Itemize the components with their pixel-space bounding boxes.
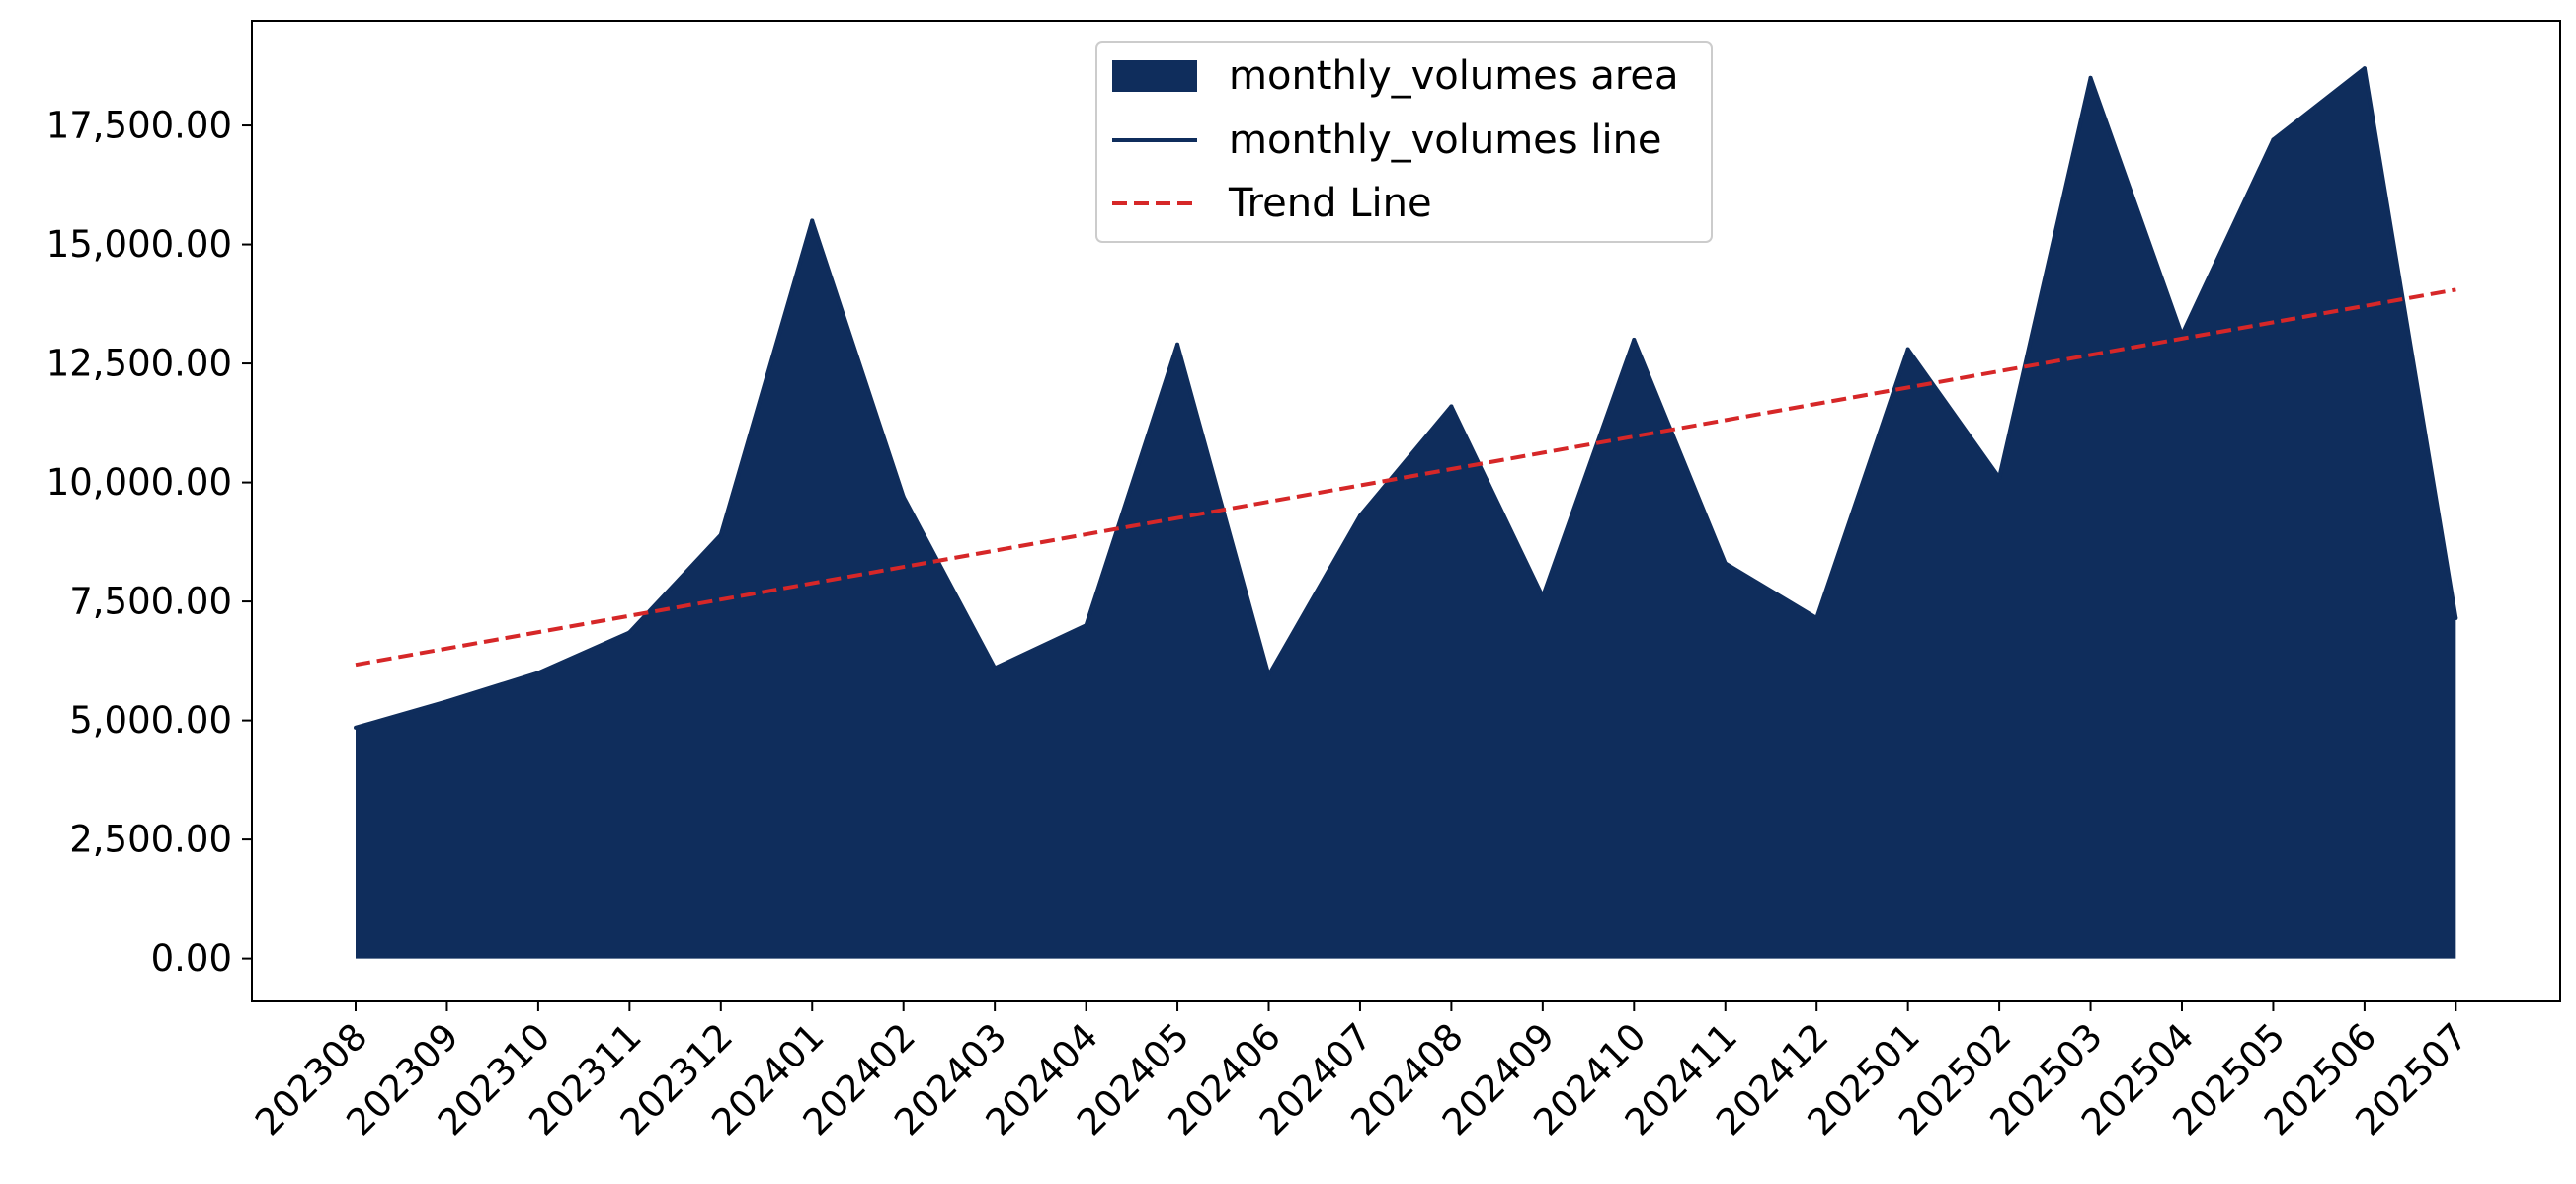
data-point [2454, 615, 2458, 620]
data-point [1084, 623, 1088, 628]
legend-label: Trend Line [1228, 181, 1432, 226]
data-point [2088, 75, 2093, 80]
plot-frame [251, 20, 2561, 1002]
legend-label: monthly_volumes area [1229, 53, 1679, 99]
y-tick-label: 0.00 [151, 937, 232, 980]
y-tick-label: 5,000.00 [69, 699, 232, 742]
y-tick-label: 2,500.00 [69, 819, 232, 861]
data-point [901, 495, 906, 500]
data-point [2362, 66, 2367, 71]
data-point [1814, 615, 1819, 620]
trend-line [355, 287, 2456, 668]
legend-box [1095, 41, 1713, 243]
data-point [1905, 347, 1910, 352]
data-point [627, 630, 632, 635]
data-point [1449, 404, 1454, 409]
data-point [444, 699, 449, 704]
data-point [2271, 137, 2276, 142]
data-point [1357, 513, 1362, 518]
data-point [810, 218, 815, 223]
y-tick-label: 10,000.00 [46, 461, 232, 504]
series-line [355, 66, 2458, 730]
data-point [993, 666, 998, 671]
data-point [1723, 561, 1728, 566]
data-point [535, 671, 540, 675]
data-point [1997, 475, 2002, 480]
plot-area [354, 66, 2458, 959]
legend-swatch [1112, 60, 1197, 92]
data-point [354, 725, 358, 730]
data-point [718, 532, 723, 537]
data-point [2180, 333, 2184, 338]
y-tick-label: 7,500.00 [69, 581, 232, 623]
data-point [1540, 594, 1545, 599]
legend: monthly_volumes area monthly_volumes line… [1095, 41, 1713, 243]
data-point [1632, 337, 1637, 342]
data-point [1266, 672, 1271, 677]
y-tick-label: 12,500.00 [46, 343, 232, 385]
legend-label: monthly_volumes line [1229, 118, 1662, 163]
area-fill [356, 68, 2456, 959]
y-tick-label: 17,500.00 [46, 105, 232, 147]
data-point [1175, 342, 1180, 347]
y-tick-label: 15,000.00 [46, 223, 232, 266]
